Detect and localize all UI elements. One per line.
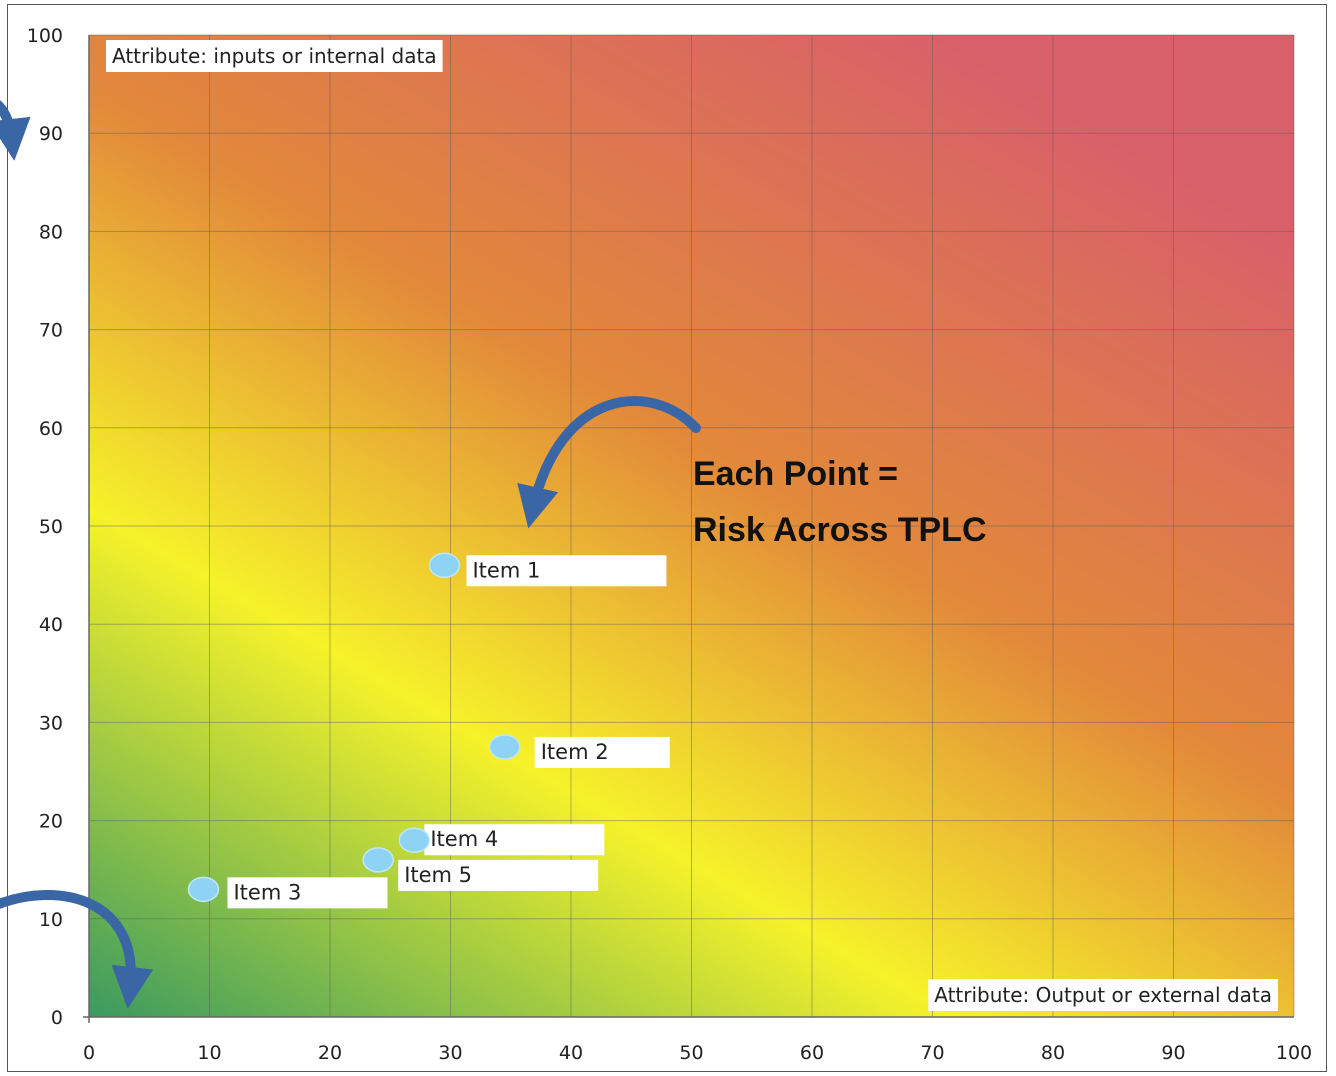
x-tick-label: 30: [438, 1042, 462, 1064]
x-tick-label: 20: [318, 1042, 342, 1064]
curved-arrow-center-icon: [517, 396, 701, 529]
x-tick-label: 0: [83, 1042, 95, 1064]
heatmap-background: [89, 35, 1294, 1017]
point-labels: Item 1 Item 2 Item 3 Item 4 Item 5: [233, 558, 608, 904]
curved-arrow-left-top-icon: [0, 100, 31, 161]
top-left-annotation: Attribute: inputs or internal data: [112, 44, 437, 68]
point-label: Item 1: [472, 558, 540, 582]
x-tick-label: 60: [800, 1042, 824, 1064]
point-label-box: [424, 824, 605, 856]
x-tick-label: 70: [920, 1042, 944, 1064]
point-label-box: [227, 877, 388, 909]
x-tick-labels: 0 10 20 30 40 50 60 70 80 90 100: [83, 1042, 1312, 1064]
point-label-box: [466, 555, 667, 587]
x-tick-label: 50: [679, 1042, 703, 1064]
point-label: Item 4: [430, 827, 498, 851]
callout-line-1: Each Point =: [693, 455, 898, 493]
data-point: [488, 734, 521, 760]
bottom-right-annotation-box: [928, 979, 1278, 1011]
point-label-box: [534, 736, 670, 768]
point-label: Item 3: [233, 880, 301, 904]
y-tick-label: 90: [39, 123, 63, 145]
point-label-box: [398, 859, 599, 891]
data-point: [398, 827, 431, 853]
y-tick-label: 80: [39, 221, 63, 243]
x-tick-label: 80: [1041, 1042, 1065, 1064]
curved-arrows: [0, 100, 701, 1009]
callout-line-2: Risk Across TPLC: [693, 511, 987, 549]
top-left-annotation-box: [106, 40, 443, 72]
data-point: [187, 876, 220, 903]
y-tick-label: 30: [39, 712, 63, 734]
x-tick-label: 100: [1276, 1042, 1312, 1064]
y-tick-label: 20: [39, 811, 63, 833]
y-tick-labels: 0 10 20 30 40 50 60 70 80 90 100: [27, 25, 63, 1029]
y-tick-label: 10: [39, 909, 63, 931]
y-tick-label: 100: [27, 25, 63, 47]
data-points: [187, 552, 521, 903]
x-tick-label: 10: [197, 1042, 221, 1064]
y-tick-label: 0: [51, 1007, 63, 1029]
point-label-boxes: [227, 555, 670, 909]
point-label: Item 2: [541, 740, 609, 764]
y-tick-label: 70: [39, 320, 63, 342]
bottom-right-annotation: Attribute: Output or external data: [934, 983, 1272, 1007]
data-point: [428, 552, 461, 579]
y-tick-label: 40: [39, 614, 63, 636]
data-point: [362, 847, 394, 873]
x-tick-label: 90: [1161, 1042, 1185, 1064]
y-tick-label: 60: [39, 418, 63, 440]
curved-arrow-left-bottom-icon: [0, 890, 154, 1009]
x-tick-label: 40: [559, 1042, 583, 1064]
y-tick-label: 50: [39, 516, 63, 538]
point-label: Item 5: [404, 863, 472, 887]
